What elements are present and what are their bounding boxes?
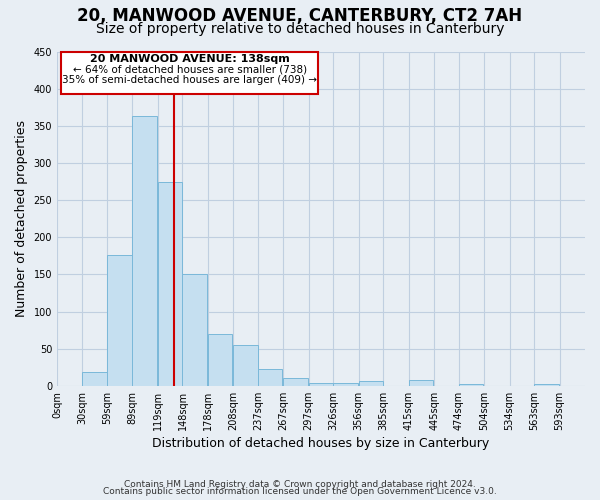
Bar — [107, 255, 131, 386]
Bar — [359, 382, 383, 386]
Bar — [82, 372, 107, 386]
Bar — [283, 378, 308, 386]
Bar — [409, 380, 433, 386]
Bar — [459, 384, 484, 386]
Bar — [208, 334, 232, 386]
Text: Contains HM Land Registry data © Crown copyright and database right 2024.: Contains HM Land Registry data © Crown c… — [124, 480, 476, 489]
Bar — [133, 116, 157, 386]
Bar — [258, 368, 283, 386]
Bar — [334, 383, 358, 386]
Text: Contains public sector information licensed under the Open Government Licence v3: Contains public sector information licen… — [103, 487, 497, 496]
Text: Size of property relative to detached houses in Canterbury: Size of property relative to detached ho… — [96, 22, 504, 36]
Text: ← 64% of detached houses are smaller (738): ← 64% of detached houses are smaller (73… — [73, 65, 307, 75]
Bar — [158, 182, 182, 386]
Text: 35% of semi-detached houses are larger (409) →: 35% of semi-detached houses are larger (… — [62, 74, 317, 85]
X-axis label: Distribution of detached houses by size in Canterbury: Distribution of detached houses by size … — [152, 437, 490, 450]
Text: 20, MANWOOD AVENUE, CANTERBURY, CT2 7AH: 20, MANWOOD AVENUE, CANTERBURY, CT2 7AH — [77, 8, 523, 26]
Bar — [182, 274, 207, 386]
FancyBboxPatch shape — [61, 52, 318, 94]
Bar — [309, 383, 334, 386]
Y-axis label: Number of detached properties: Number of detached properties — [15, 120, 28, 317]
Bar — [534, 384, 559, 386]
Text: 20 MANWOOD AVENUE: 138sqm: 20 MANWOOD AVENUE: 138sqm — [90, 54, 290, 64]
Bar — [233, 345, 258, 386]
